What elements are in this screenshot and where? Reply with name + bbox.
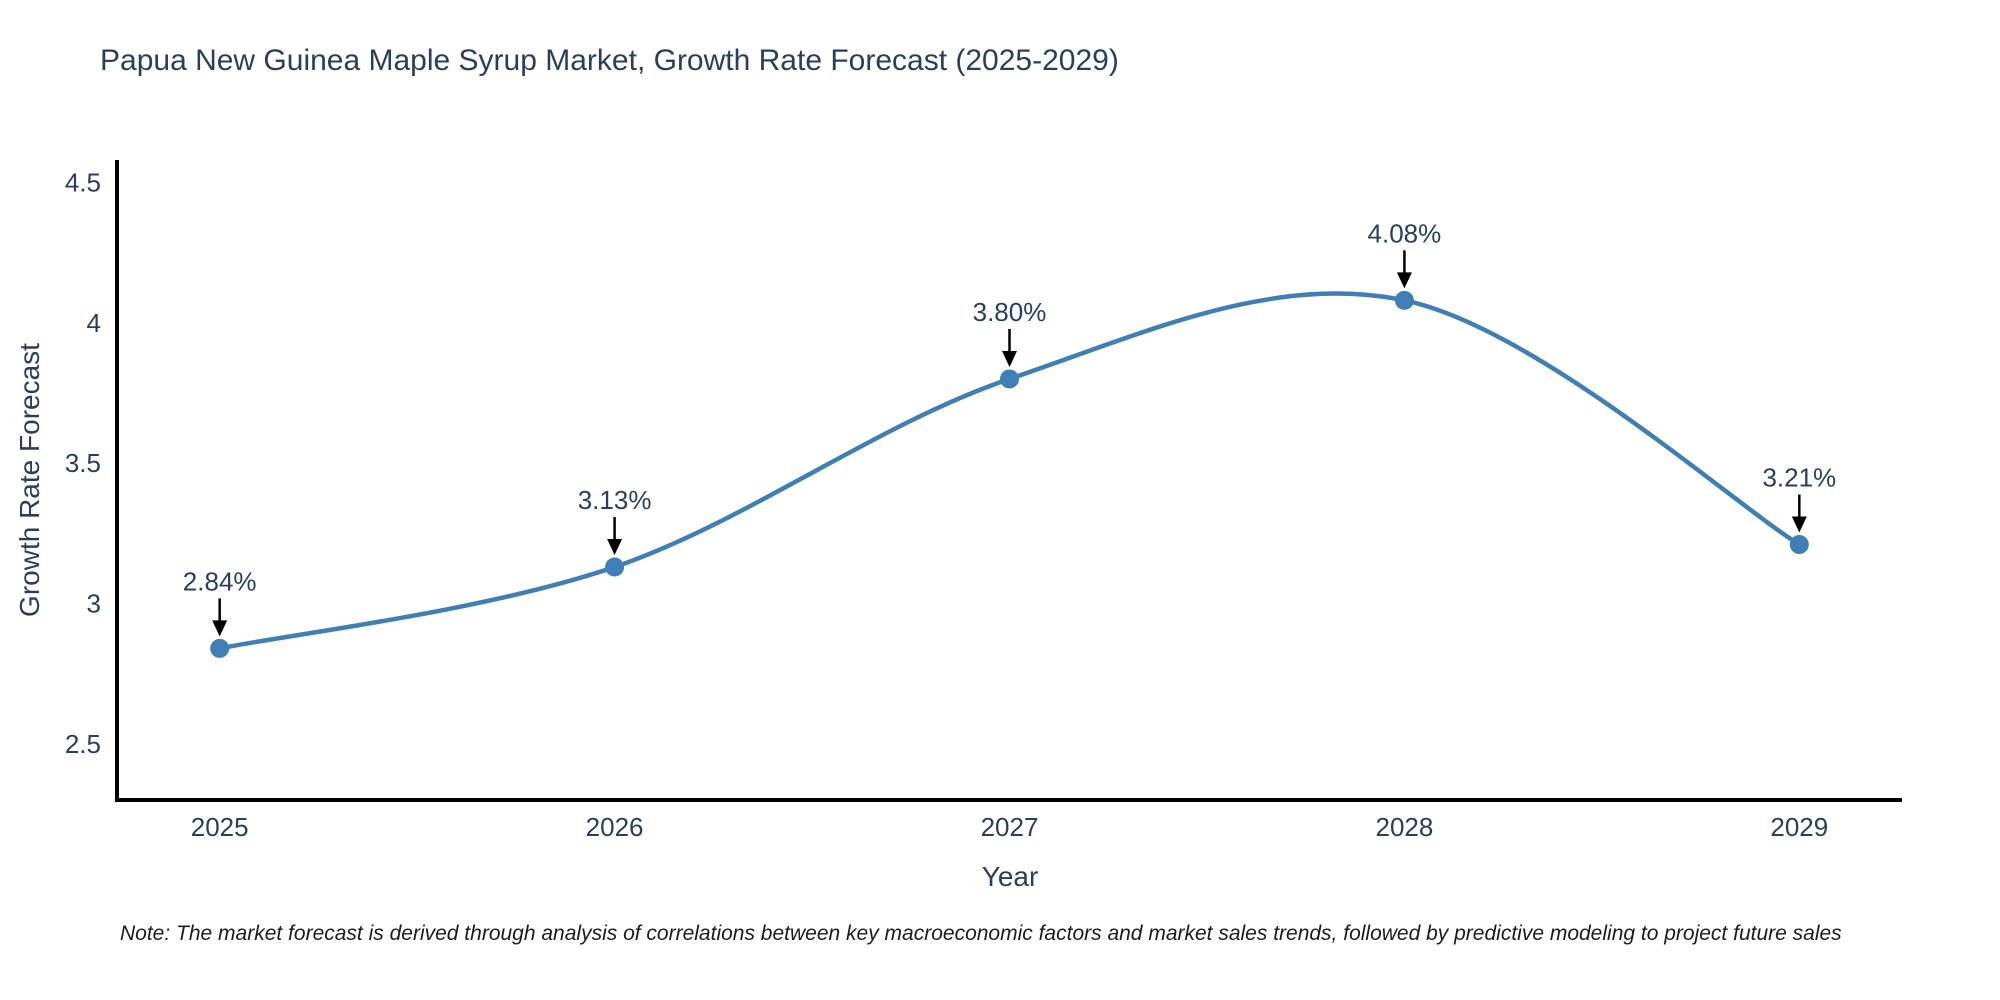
- annotation-arrow-head: [212, 620, 228, 637]
- x-tick-label: 2027: [981, 812, 1039, 842]
- y-tick-label: 4: [87, 308, 101, 338]
- point-label: 3.80%: [973, 297, 1047, 327]
- y-tick-label: 4.5: [65, 167, 101, 197]
- x-axis-title: Year: [981, 861, 1039, 892]
- y-tick-label: 3.5: [65, 448, 101, 478]
- annotation-arrow-head: [1396, 272, 1412, 289]
- x-tick-label: 2028: [1375, 812, 1433, 842]
- data-point: [605, 557, 625, 577]
- footnote: Note: The market forecast is derived thr…: [120, 922, 1842, 945]
- x-tick-label: 2029: [1770, 812, 1828, 842]
- y-axis-title: Growth Rate Forecast: [14, 343, 45, 617]
- point-label: 3.13%: [578, 485, 652, 515]
- x-tick-label: 2025: [191, 812, 249, 842]
- annotation-arrow-head: [1002, 350, 1017, 367]
- data-point: [210, 638, 230, 658]
- point-label: 4.08%: [1368, 218, 1442, 248]
- chart-title: Papua New Guinea Maple Syrup Market, Gro…: [100, 44, 1119, 77]
- annotation-arrow-head: [1791, 516, 1807, 533]
- x-tick-label: 2026: [586, 812, 644, 842]
- data-point: [1789, 535, 1809, 555]
- data-point: [1000, 369, 1019, 389]
- point-label: 2.84%: [183, 566, 257, 596]
- y-tick-label: 3: [87, 589, 101, 619]
- y-tick-label: 2.5: [65, 729, 101, 759]
- point-label: 3.21%: [1762, 463, 1836, 493]
- data-point: [1394, 290, 1414, 310]
- annotation-arrow-head: [607, 539, 623, 556]
